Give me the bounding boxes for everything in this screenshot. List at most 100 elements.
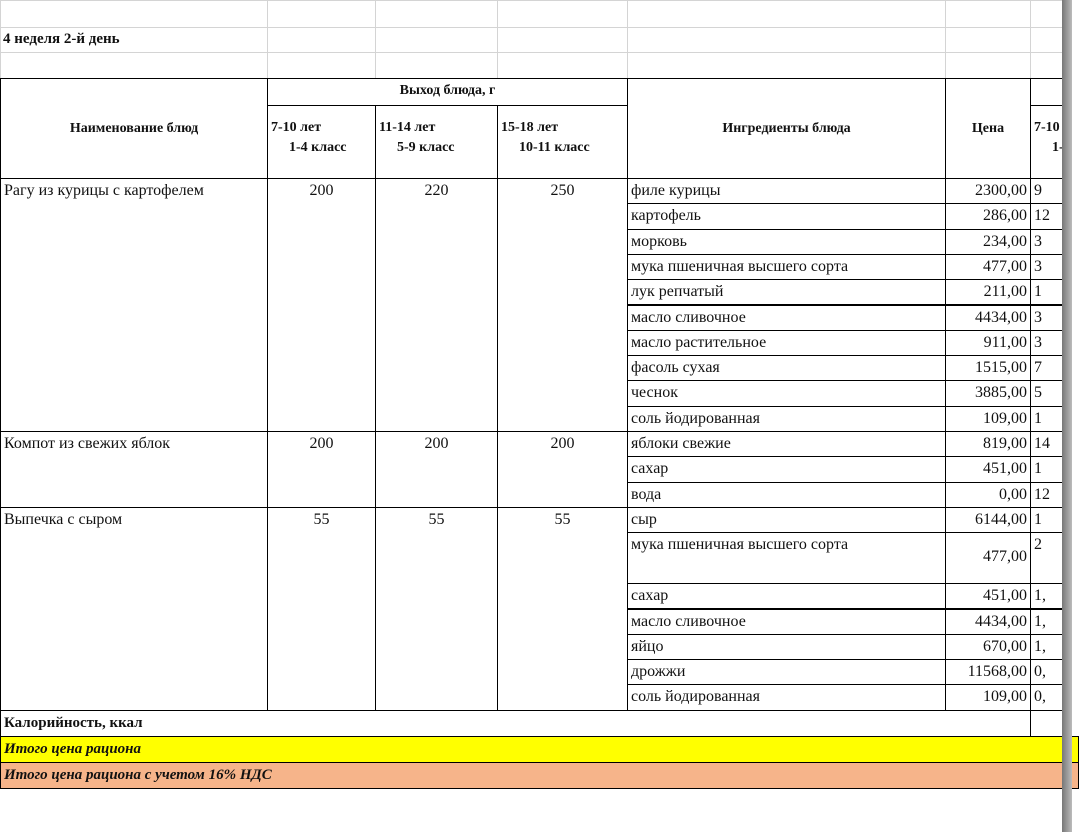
grid-cell (375, 52, 498, 79)
ingredient-price: 451,00 (945, 456, 1031, 483)
grid-cell (375, 0, 498, 28)
grid-cell (497, 52, 628, 79)
cut-value: 3 (1030, 304, 1063, 331)
header-age-group: 7-10 лет 1-4 класс (267, 105, 376, 179)
header-age-group: 15-18 лет 10-11 класс (497, 105, 628, 179)
ingredient-price: 286,00 (945, 203, 1031, 230)
age: 15-18 лет (501, 120, 559, 135)
dish-yield: 55 (267, 506, 376, 711)
ingredient-name: сахар (627, 583, 946, 610)
total-price: Итого цена рациона (0, 735, 1079, 763)
cut-value: 12 (1030, 203, 1063, 230)
ingredient-name: мука пшеничная высшего сорта (627, 253, 946, 281)
cut-value: 12 (1030, 481, 1063, 508)
header-yield: Выход блюда, г (267, 78, 628, 106)
cut-text: 7-10 л (1034, 120, 1062, 135)
dish-name: Выпечка с сыром (0, 506, 268, 711)
cut-value: 1 (1030, 506, 1063, 534)
dish-yield: 200 (267, 178, 376, 432)
total-price-vat: Итого цена рациона с учетом 16% НДС (0, 761, 1079, 789)
dish-yield: 200 (267, 431, 376, 508)
ingredient-price: 109,00 (945, 684, 1031, 711)
ingredient-price: 819,00 (945, 431, 1031, 458)
ingredient-price: 234,00 (945, 228, 1031, 255)
ingredient-price: 11568,00 (945, 659, 1031, 686)
grid-cell (0, 0, 268, 28)
cut-value: 3 (1030, 329, 1063, 357)
ingredient-name: масло сливочное (627, 608, 946, 635)
ingredient-name: сахар (627, 456, 946, 483)
ingredient-name: лук репчатый (627, 279, 946, 306)
grid-cell (945, 27, 1031, 53)
grade: 10-11 класс (519, 140, 590, 155)
dish-yield: 200 (497, 431, 628, 508)
header-cut-top (1030, 78, 1063, 106)
dish-name: Компот из свежих яблок (0, 431, 268, 508)
age: 7-10 лет (271, 120, 322, 135)
grid-cell (1030, 52, 1063, 79)
age: 11-14 лет (379, 120, 436, 135)
grade: 5-9 класс (397, 140, 455, 155)
header-price: Цена (945, 78, 1031, 179)
header-age-group: 11-14 лет 5-9 класс (375, 105, 498, 179)
ingredient-price: 477,00 (945, 253, 1031, 281)
header-dish-name: Наименование блюд (0, 78, 268, 179)
ingredient-price: 3885,00 (945, 380, 1031, 407)
grid-cell (497, 27, 628, 53)
ingredient-name: мука пшеничная высшего сорта (627, 532, 946, 585)
ingredient-price: 0,00 (945, 481, 1031, 508)
grid-cell (945, 0, 1031, 28)
ingredient-name: соль йодированная (627, 684, 946, 711)
dish-yield: 250 (497, 178, 628, 432)
cut-value: 0, (1030, 684, 1063, 711)
grid-cell (945, 52, 1031, 79)
ingredient-name: вода (627, 481, 946, 508)
grid-cell (375, 27, 498, 53)
scroll-edge (1062, 0, 1072, 832)
cut-value: 1 (1030, 279, 1063, 306)
ingredient-name: масло сливочное (627, 304, 946, 331)
header-cut: 7-10 л 1-4 к (1030, 105, 1063, 179)
ingredient-price: 670,00 (945, 633, 1031, 661)
grid-cell (267, 52, 376, 79)
ingredient-price: 1515,00 (945, 355, 1031, 382)
ingredient-name: морковь (627, 228, 946, 255)
ingredient-name: фасоль сухая (627, 355, 946, 382)
grid-cell (0, 52, 268, 79)
cut-value: 1 (1030, 456, 1063, 483)
cut-value: 0, (1030, 659, 1063, 686)
cut-value: 14 (1030, 431, 1063, 458)
dish-yield: 200 (375, 431, 498, 508)
calories-label: Калорийность, ккал (0, 709, 1031, 737)
cut-text: 1-4 к (1052, 140, 1062, 155)
cut-value: 1, (1030, 608, 1063, 635)
grid-cell (1030, 27, 1063, 53)
cut-value: 2 (1030, 532, 1063, 585)
grid-cell (627, 27, 946, 53)
grid-cell (497, 0, 628, 28)
calories-cut (1030, 709, 1063, 737)
ingredient-name: сыр (627, 506, 946, 534)
ingredient-price: 451,00 (945, 583, 1031, 610)
cut-value: 1, (1030, 633, 1063, 661)
ingredient-price: 4434,00 (945, 304, 1031, 331)
header-ingredients: Ингредиенты блюда (627, 78, 946, 179)
cut-value: 3 (1030, 228, 1063, 255)
ingredient-price: 477,00 (945, 532, 1031, 585)
grid-cell (627, 52, 946, 79)
grid-cell (267, 0, 376, 28)
grid-cell (1030, 0, 1063, 28)
dish-yield: 55 (375, 506, 498, 711)
ingredient-name: филе курицы (627, 178, 946, 205)
dish-yield: 55 (497, 506, 628, 711)
dish-yield: 220 (375, 178, 498, 432)
grid-cell (627, 0, 946, 28)
dish-name: Рагу из курицы с картофелем (0, 178, 268, 432)
cut-value: 5 (1030, 380, 1063, 407)
ingredient-name: дрожжи (627, 659, 946, 686)
ingredient-price: 911,00 (945, 329, 1031, 357)
ingredient-price: 6144,00 (945, 506, 1031, 534)
grid-cell (267, 27, 376, 53)
cut-value: 9 (1030, 178, 1063, 205)
